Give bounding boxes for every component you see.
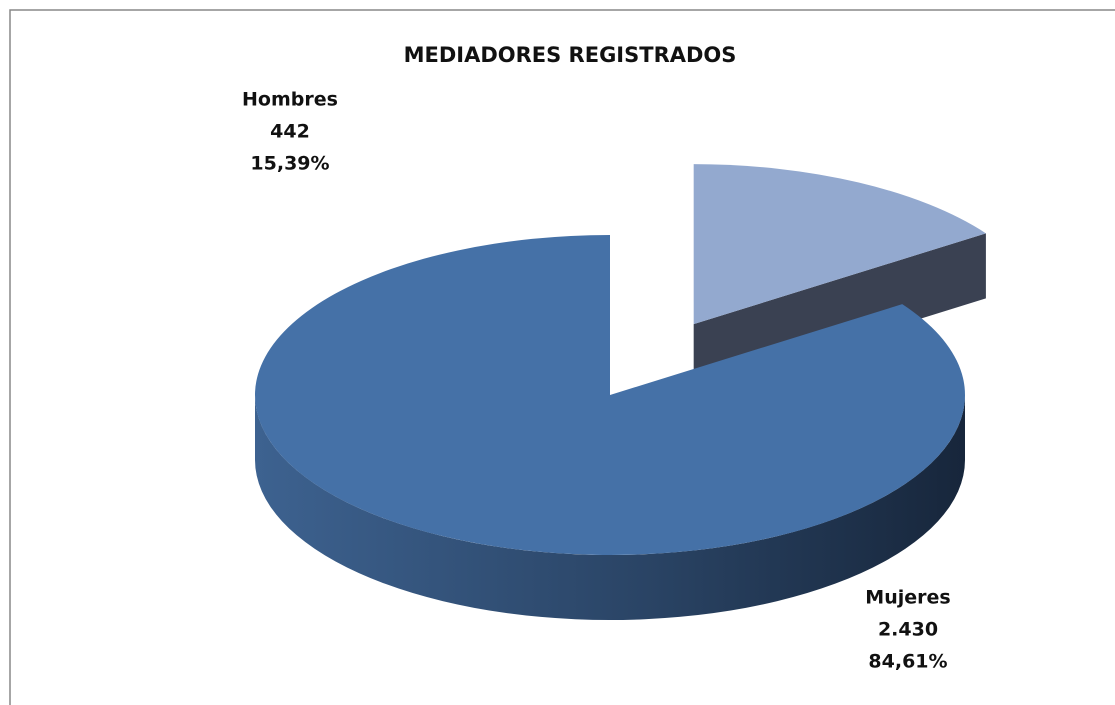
slice xyxy=(254,235,965,555)
data-label-value: 442 xyxy=(270,121,310,143)
slice-side xyxy=(255,395,965,620)
slice xyxy=(693,164,986,325)
chart-title: MEDIADORES REGISTRADOS xyxy=(404,43,737,67)
data-label-name: Hombres xyxy=(242,89,338,111)
data-label-value: 2.430 xyxy=(878,619,938,641)
data-label-name: Mujeres xyxy=(865,587,950,609)
data-label-percent: 15,39% xyxy=(250,153,329,175)
data-label-percent: 84,61% xyxy=(868,651,947,673)
